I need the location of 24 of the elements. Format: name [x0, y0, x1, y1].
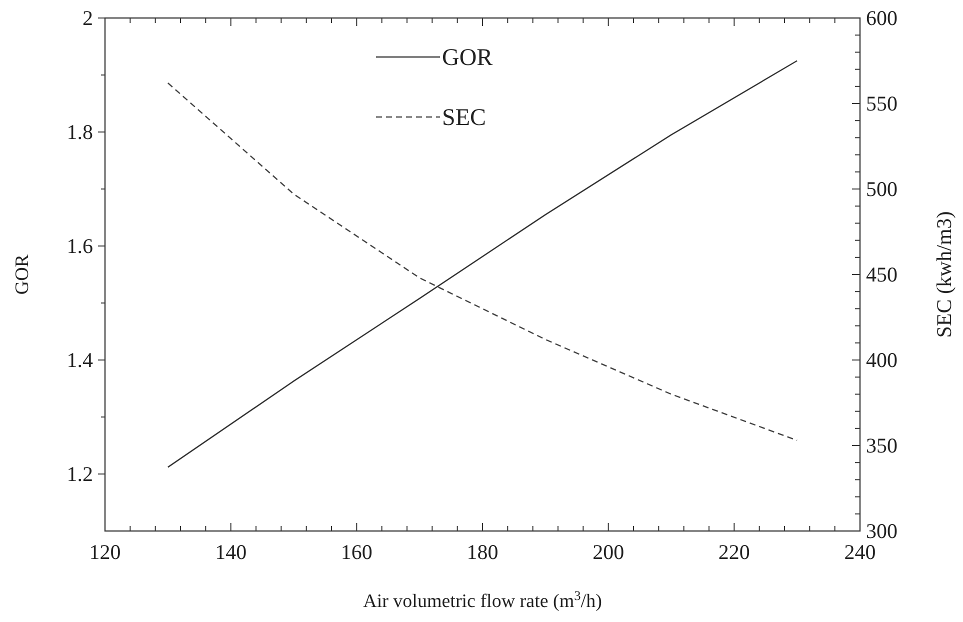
legend-label: GOR [442, 45, 493, 71]
y2-tick-label: 350 [866, 434, 898, 458]
x-tick-label: 240 [844, 540, 876, 564]
y-tick-label: 1.4 [66, 348, 94, 372]
x-axis-title: Air volumetric flow rate (m$^{3}$/h) [363, 588, 602, 612]
x-tick-label: 200 [592, 540, 624, 564]
x-tick-label: 120 [89, 540, 121, 564]
x-tick-label: 140 [215, 540, 247, 564]
y-tick-label: 1.8 [66, 120, 93, 144]
x-tick-label: 180 [466, 540, 498, 564]
y2-tick-label: 400 [866, 348, 898, 372]
legend-label: SEC [442, 105, 486, 131]
y2-tick-label: 300 [866, 519, 898, 543]
y-tick-label: 1.2 [66, 462, 93, 486]
y2-tick-label: 450 [866, 262, 898, 286]
y2-tick-label: 500 [866, 177, 898, 201]
x-tick-label: 160 [340, 540, 372, 564]
y2-axis-title: SEC (kwh/m3) [932, 211, 956, 338]
y-tick-label: 2 [82, 6, 93, 30]
y-tick-label: 1.6 [66, 234, 93, 258]
y-axis-title: GOR [12, 254, 33, 295]
y2-tick-label: 600 [866, 6, 898, 30]
x-tick-label: 220 [718, 540, 750, 564]
y2-tick-label: 550 [866, 92, 898, 116]
